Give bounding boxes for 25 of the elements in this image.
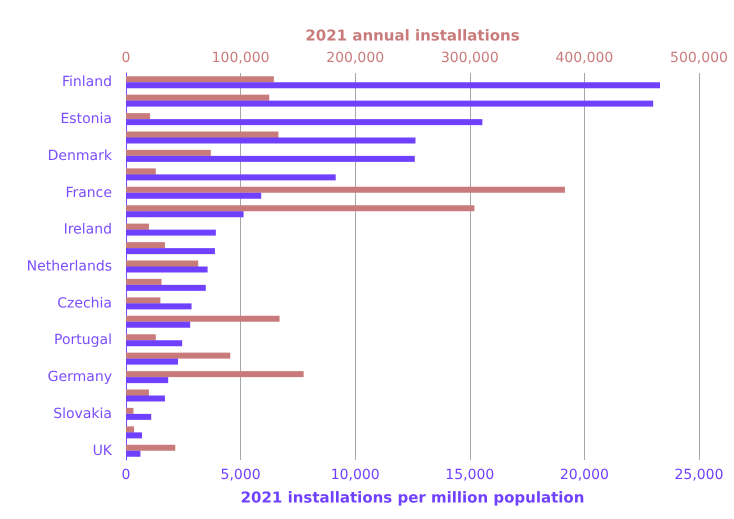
y-tick-label: Denmark	[48, 148, 113, 164]
x-tick-label: 15,000	[445, 467, 494, 483]
x-tick-label: 20,000	[560, 467, 609, 483]
y-tick-label: Czechia	[57, 295, 112, 312]
y-tick-label: France	[65, 184, 112, 201]
y-tick-label: Portugal	[54, 332, 112, 348]
y-tick-label: Ireland	[64, 222, 112, 238]
x2-tick-label: 300,000	[440, 50, 499, 66]
x-axis-title: 2021 installations per million population	[240, 488, 584, 506]
y-tick-label: UK	[92, 442, 113, 459]
x2-tick-label: 100,000	[212, 50, 270, 66]
x2-tick-label: 0	[122, 50, 130, 66]
y-tick-label: Netherlands	[26, 258, 112, 274]
x2-tick-label: 400,000	[555, 50, 614, 66]
x-tick-label: 0	[122, 467, 130, 483]
x-tick-label: 10,000	[330, 467, 380, 483]
x2-tick-label: 200,000	[326, 50, 384, 66]
y-tick-label: Estonia	[60, 111, 112, 128]
x2-tick-label: 500,000	[670, 50, 728, 66]
y-tick-label: Germany	[48, 369, 112, 386]
y-tick-label: Finland	[62, 74, 112, 90]
x2-axis-title: 2021 annual installations	[305, 26, 520, 44]
x-tick-label: 5,000	[220, 467, 261, 483]
x-tick-label: 25,000	[674, 467, 724, 483]
y-tick-label: Slovakia	[53, 406, 112, 422]
